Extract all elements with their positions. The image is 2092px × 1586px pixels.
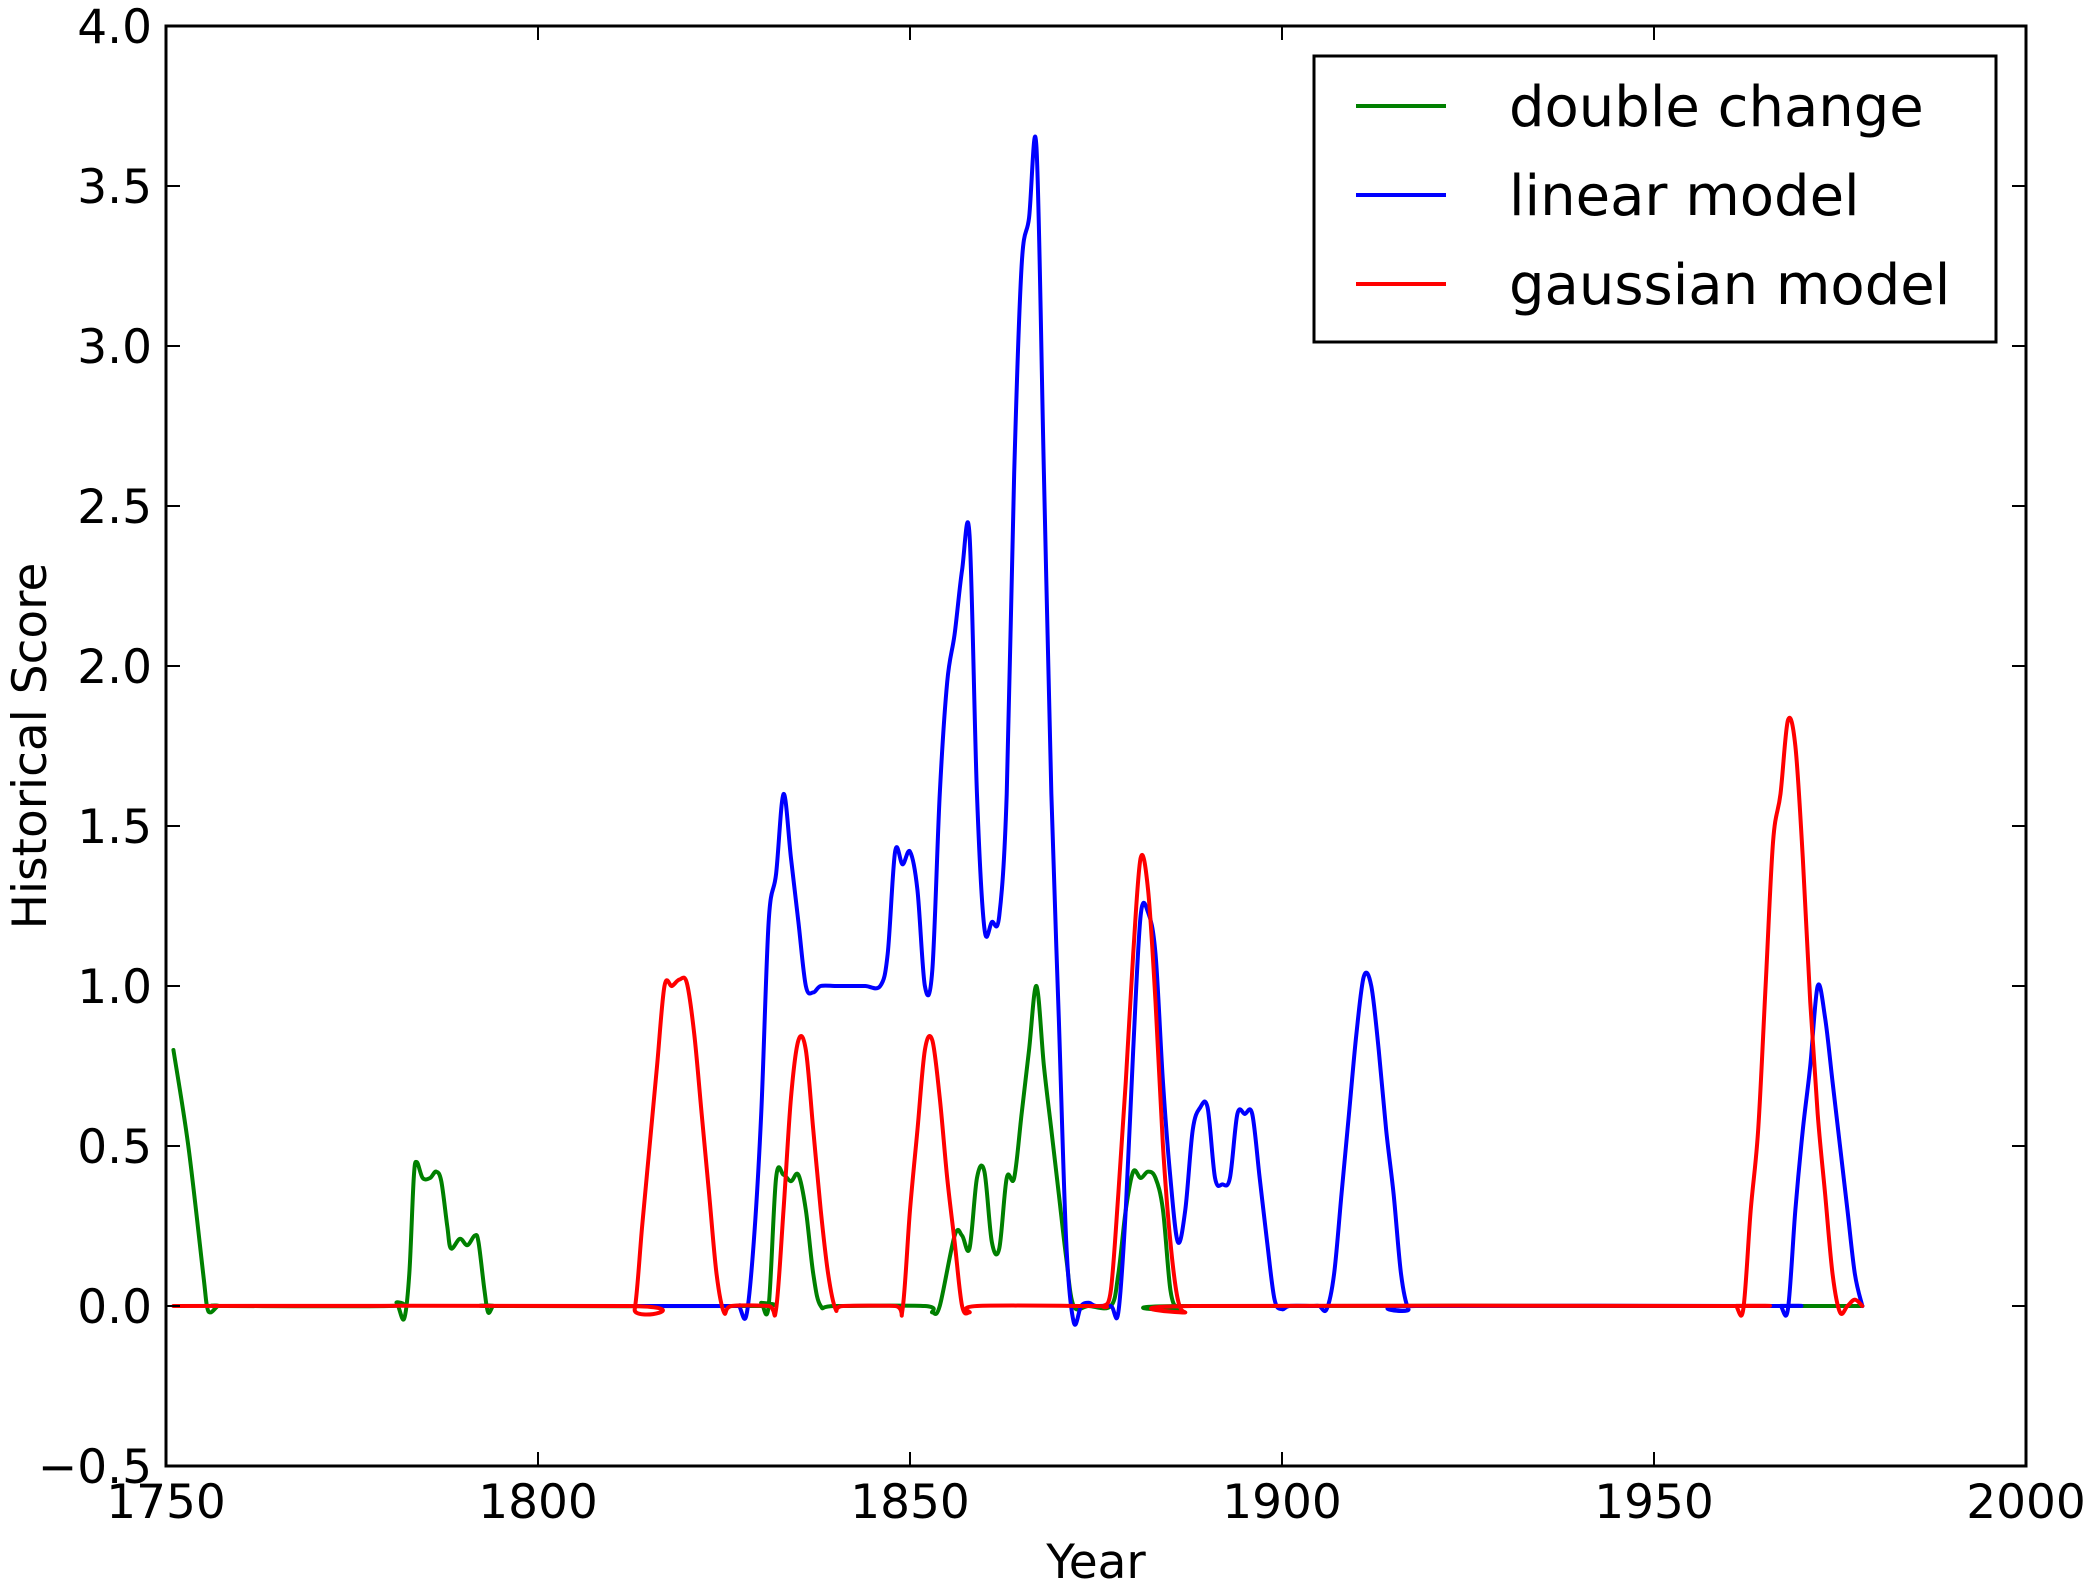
x-tick-label: 1750 (106, 1475, 226, 1530)
legend-box (1312, 54, 1998, 344)
plot-frame (164, 24, 2028, 1468)
axis-ticks: 1750 1800 1850 1900 1950 2000 −0.5 0.0 0.5 1.0 1.5… (38, 0, 2086, 1530)
y-tick-label: 0.0 (77, 1280, 152, 1335)
legend: double change linear model gaussian model (1312, 54, 1998, 344)
y-tick-label: 1.5 (77, 800, 152, 855)
y-tick-label: 1.0 (77, 960, 152, 1015)
plot-lines (171, 134, 1865, 1327)
y-tick-label: −0.5 (38, 1440, 152, 1495)
x-tick-label: 1800 (478, 1475, 598, 1530)
y-tick-label: 2.5 (77, 480, 152, 535)
x-tick-label: 2000 (1966, 1475, 2086, 1530)
series-line-gaussian-model (171, 715, 1865, 1318)
y-tick-label: 3.0 (77, 320, 152, 375)
y-axis-title: Historical Score (3, 563, 58, 930)
x-tick-label: 1950 (1594, 1475, 1714, 1530)
legend-label: gaussian model (1509, 253, 1950, 318)
y-tick-label: 0.5 (77, 1120, 152, 1175)
y-tick-label: 3.5 (77, 160, 152, 215)
y-tick-label: 4.0 (77, 0, 152, 55)
x-axis-title: Year (1045, 1535, 1146, 1586)
legend-label: double change (1509, 75, 1924, 140)
y-tick-label: 2.0 (77, 640, 152, 695)
x-tick-label: 1900 (1222, 1475, 1342, 1530)
legend-label: linear model (1509, 164, 1860, 229)
x-tick-label: 1850 (850, 1475, 970, 1530)
